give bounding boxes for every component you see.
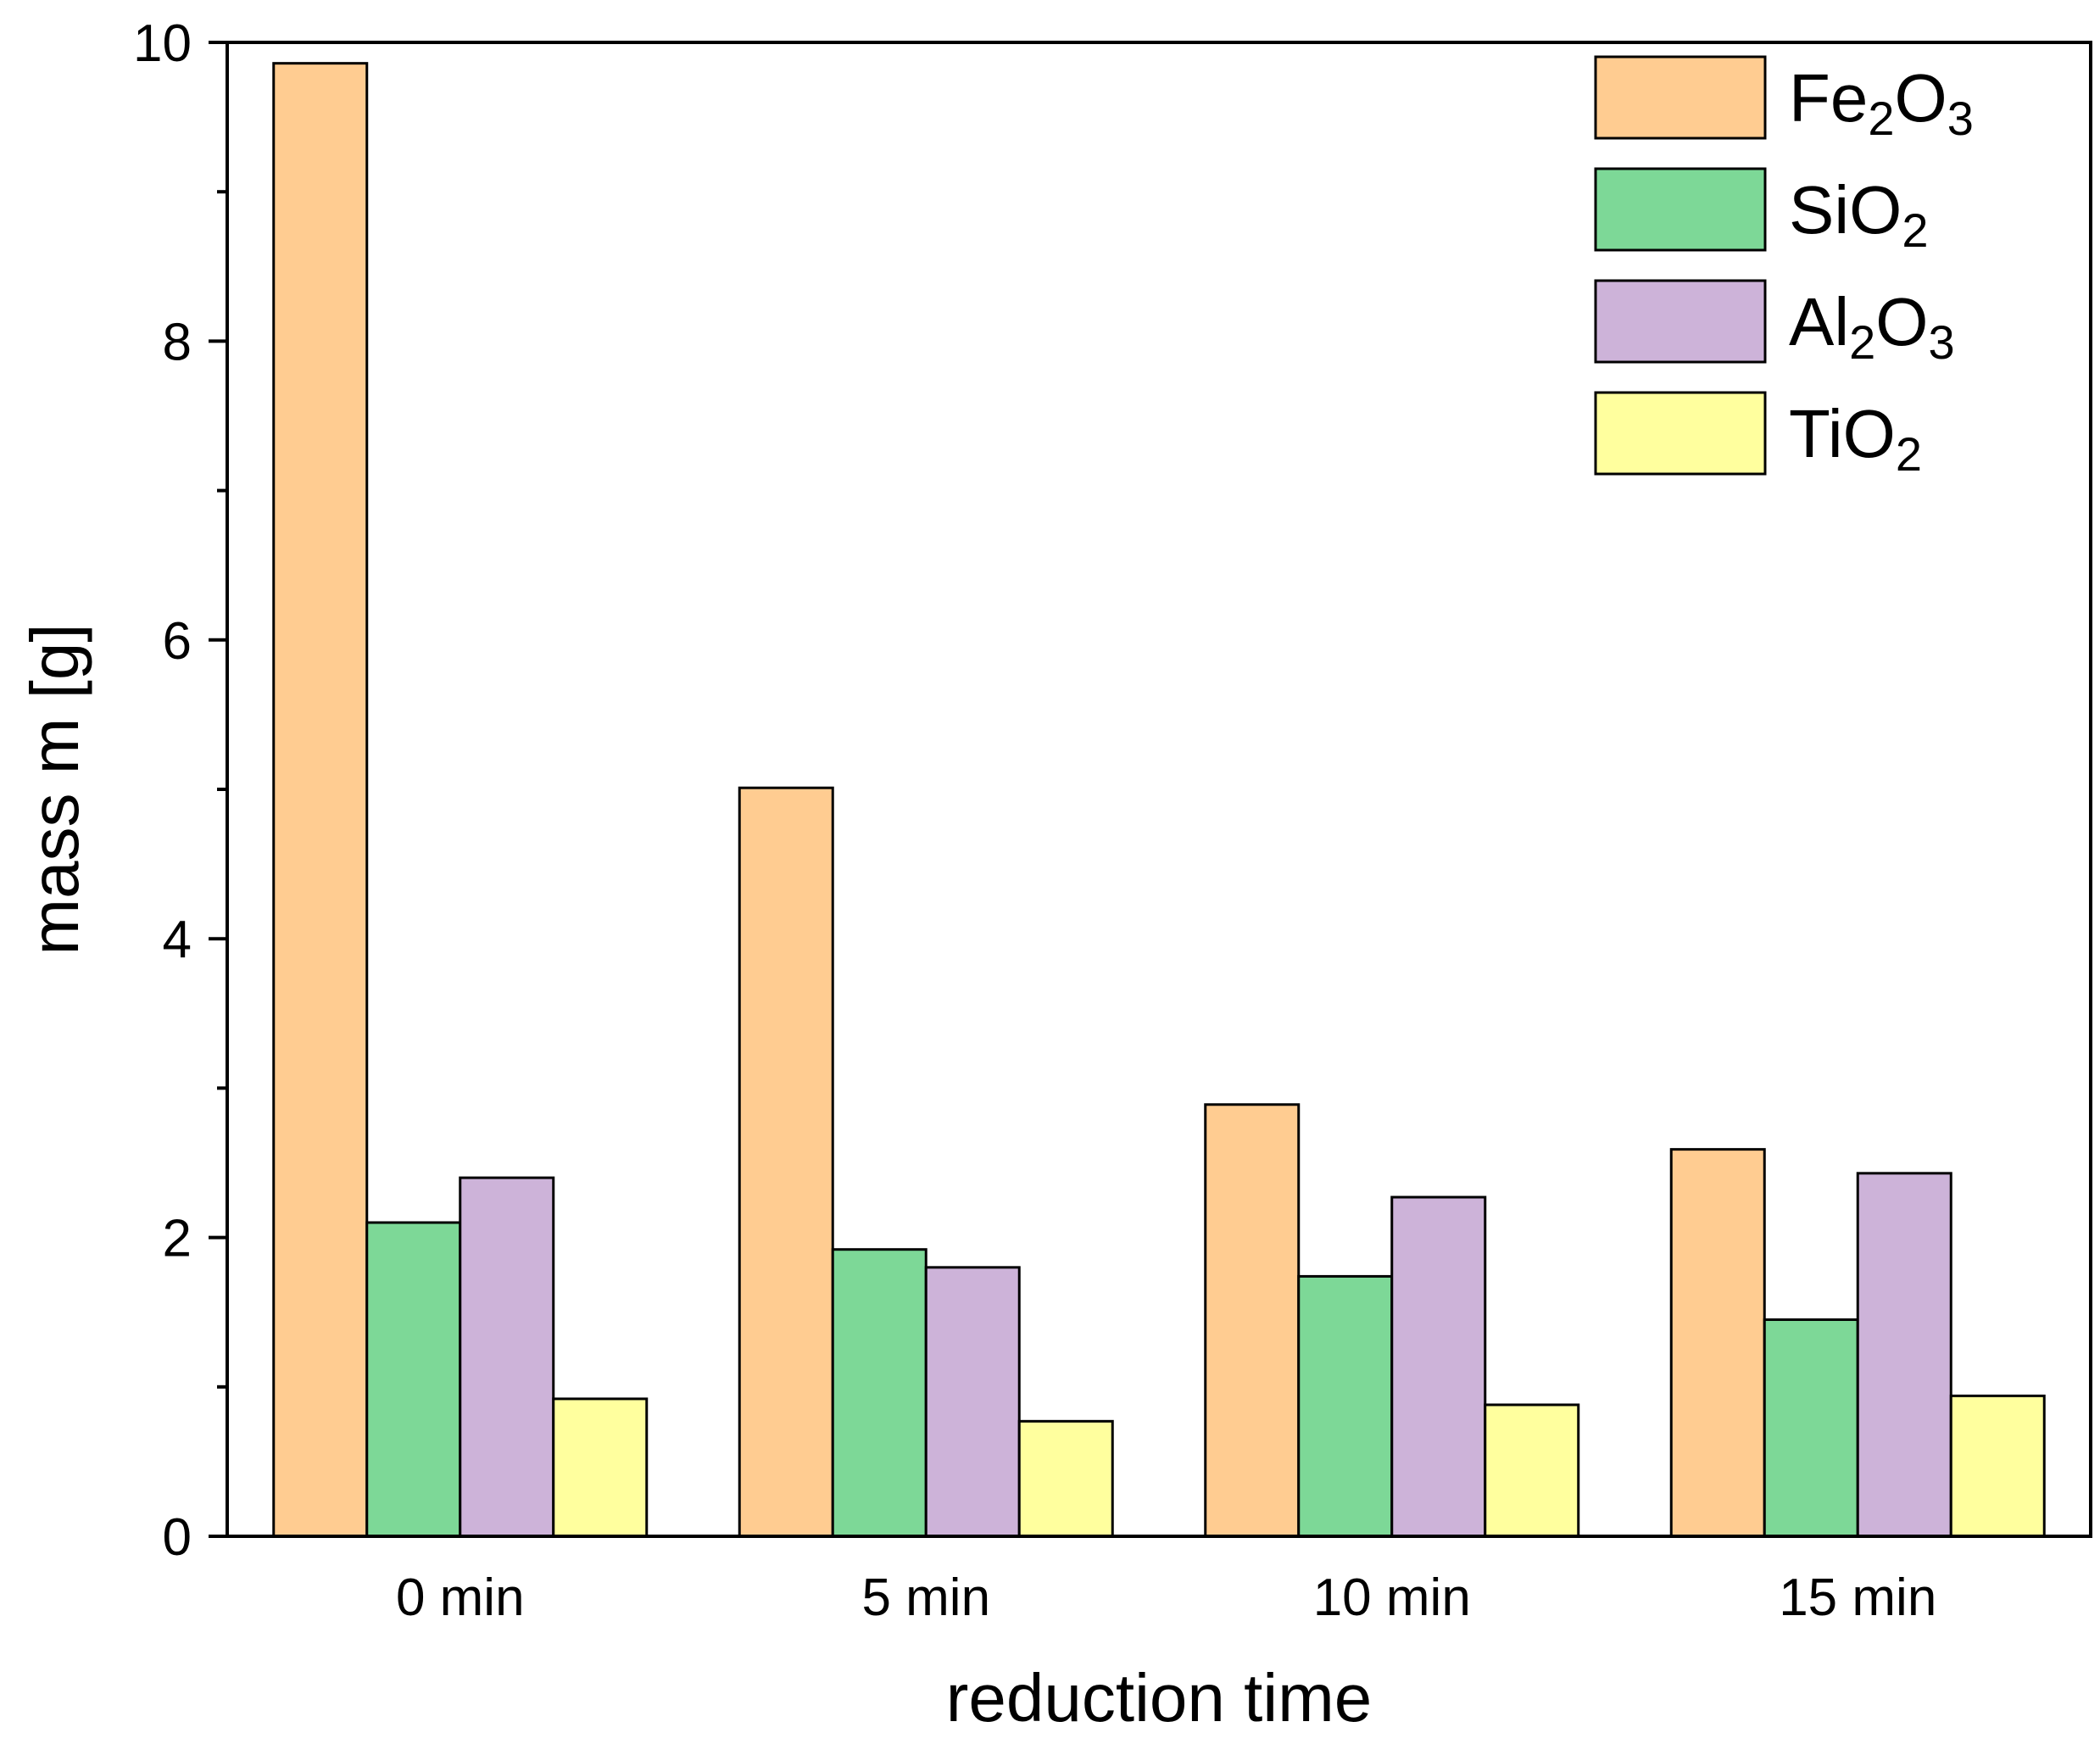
bar-al2o3-15-min	[1856, 1172, 1952, 1538]
bar-sio2-0-min	[365, 1221, 462, 1538]
legend-label-fe2o3: Fe2O3	[1789, 60, 1974, 145]
bar-sio2-15-min	[1763, 1318, 1859, 1538]
y-axis-title: mass m [g]	[17, 623, 92, 955]
bar-al2o3-10-min	[1390, 1195, 1487, 1538]
bar-fe2o3-0-min	[272, 62, 369, 1538]
legend-swatch-sio2	[1594, 167, 1767, 252]
y-tick-label: 0	[163, 1508, 192, 1567]
y-tick-label: 10	[133, 14, 192, 73]
bar-sio2-5-min	[831, 1248, 927, 1538]
legend-label-sio2: SiO2	[1789, 172, 1929, 257]
y-tick-label: 2	[163, 1210, 192, 1268]
legend: Fe2O3 SiO2 Al2O3 TiO2	[1594, 55, 1974, 481]
x-tick-label: 15 min	[1779, 1568, 1936, 1627]
y-tick-label: 4	[163, 911, 192, 969]
bar-tio2-10-min	[1484, 1403, 1580, 1538]
legend-label-tio2: TiO2	[1789, 396, 1922, 481]
bar-tio2-5-min	[1017, 1419, 1114, 1538]
bar-al2o3-5-min	[924, 1266, 1021, 1538]
axis-ticks: 0 2 4 6 8 10	[133, 14, 227, 1567]
legend-swatch-fe2o3	[1594, 55, 1767, 140]
x-tick-label: 5 min	[861, 1568, 990, 1627]
y-tick-label: 8	[163, 313, 192, 371]
legend-swatch-tio2	[1594, 391, 1767, 476]
bar-sio2-10-min	[1297, 1274, 1394, 1538]
bars-layer: 0 min 5 min 10 min 15 min	[272, 62, 2046, 1627]
legend-swatch-al2o3	[1594, 279, 1767, 364]
x-tick-label: 0 min	[396, 1568, 525, 1627]
bar-fe2o3-10-min	[1204, 1103, 1301, 1538]
legend-label-al2o3: Al2O3	[1789, 284, 1955, 369]
bar-tio2-15-min	[1949, 1394, 2046, 1538]
bar-al2o3-0-min	[459, 1176, 555, 1538]
y-tick-label: 6	[163, 612, 192, 671]
bar-fe2o3-15-min	[1669, 1148, 1766, 1538]
bar-tio2-0-min	[552, 1397, 649, 1538]
x-axis-title: reduction time	[946, 1660, 1372, 1736]
x-tick-label: 10 min	[1313, 1568, 1471, 1627]
bar-fe2o3-5-min	[738, 786, 834, 1538]
